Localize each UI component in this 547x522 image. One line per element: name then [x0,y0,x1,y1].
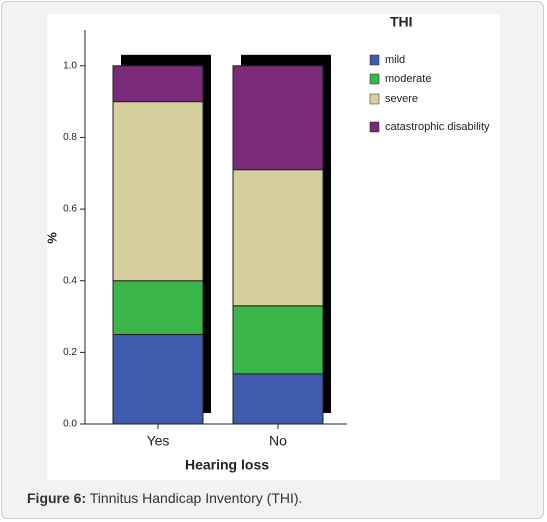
caption-label: Figure 6: [27,490,87,506]
y-tick-label: 0.2 [63,347,77,358]
legend-swatch [369,121,380,133]
legend-label: catastrophic disability [385,121,490,133]
caption: Figure 6: Tinnitus Handicap Inventory (T… [27,490,302,506]
bar-segment [232,169,324,307]
bar-segment [232,373,324,425]
bar-segment [232,65,324,171]
y-tick-label: 0.8 [63,132,77,143]
chart: THI Hearing loss % 0.0 0.2 0.4 0.6 0.8 1.0 Yes… [47,14,500,480]
caption-text: Tinnitus Handicap Inventory (THI). [89,490,303,506]
legend-label: severe [385,93,418,105]
legend-label: moderate [385,73,431,85]
bar-segment [232,305,324,375]
y-tick-label: 1.0 [63,60,77,71]
legend-label: mild [385,54,405,66]
legend-swatch [369,93,380,105]
legend-swatch [369,73,380,85]
legend-swatch [369,54,380,66]
bar-segment [112,101,204,282]
y-tick-label: 0.6 [63,204,77,215]
x-tick-label: No [269,433,287,449]
x-tick-label: Yes [147,433,170,449]
y-axis-label: % [47,232,59,244]
y-tick-label: 0.4 [63,275,77,286]
bar-segment [112,333,204,425]
bar-segment [112,280,204,335]
legend-title: THI [390,14,413,30]
x-axis-label: Hearing loss [185,457,269,473]
bar-segment [112,65,204,103]
y-tick-label: 0.0 [63,419,77,430]
